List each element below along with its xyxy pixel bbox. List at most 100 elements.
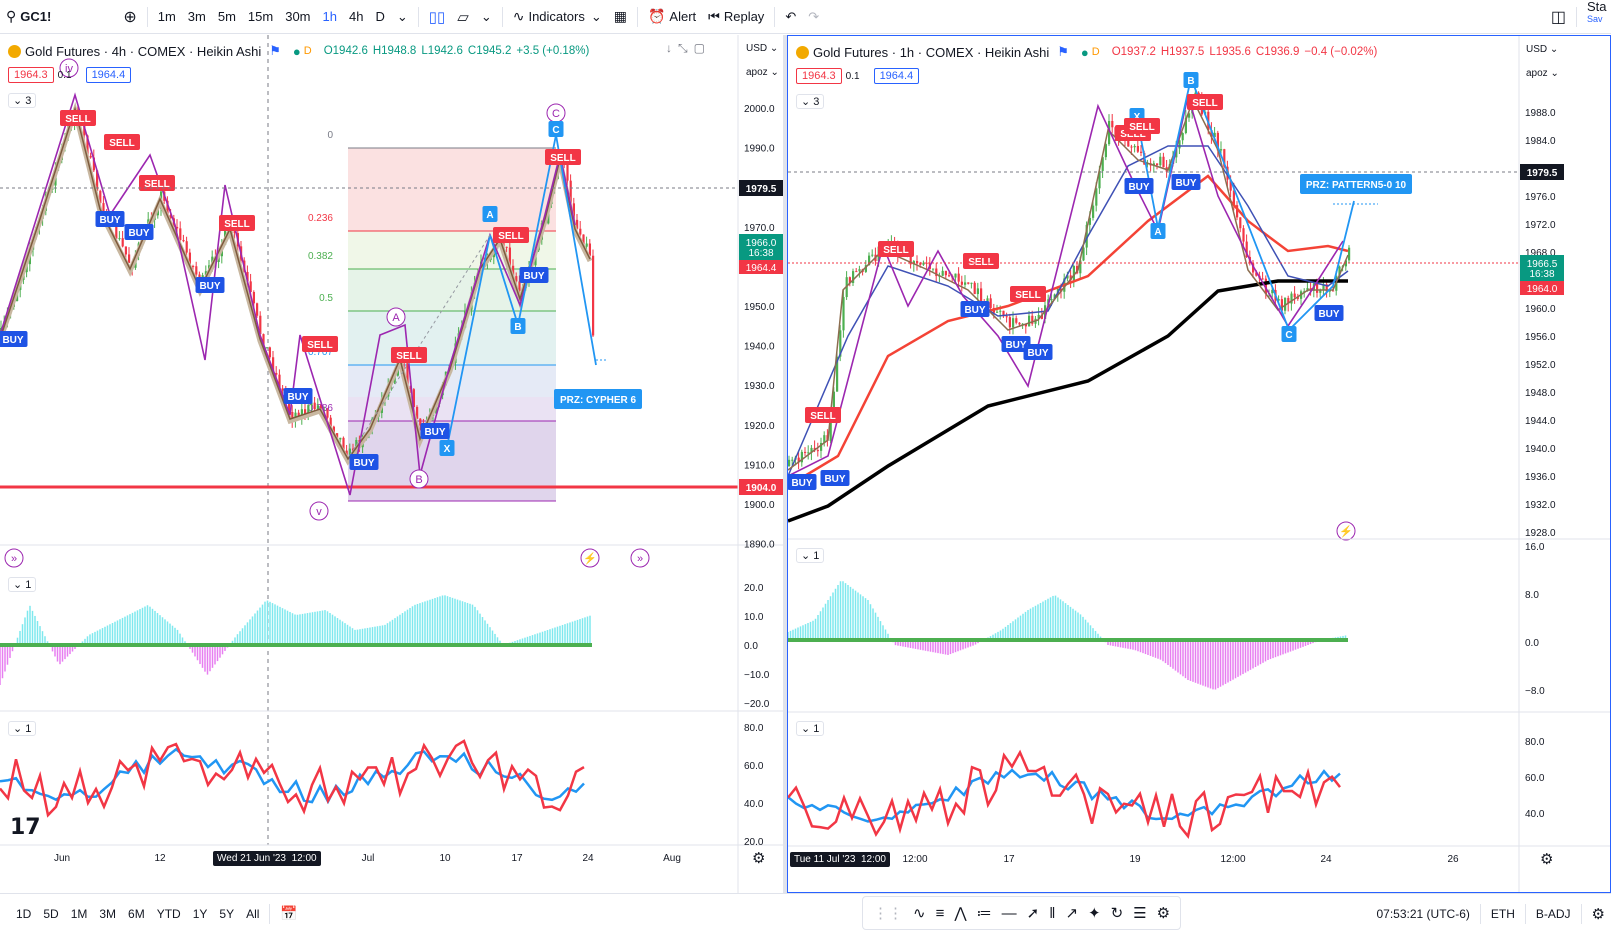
pane-divider[interactable] xyxy=(783,35,787,893)
rsi-tick-label: 20.0 xyxy=(744,837,764,848)
sell-signal-bg xyxy=(139,175,175,191)
rsi-tick-label: 60.0 xyxy=(744,761,764,772)
range-1m[interactable]: 1M xyxy=(70,906,88,921)
indicator-collapse-toggle[interactable]: ⌄ 3 xyxy=(796,94,825,109)
interval-4h[interactable]: 4h xyxy=(348,9,364,24)
sell-signal: SELL xyxy=(65,114,91,125)
candle-type-button[interactable]: ▯▯ xyxy=(423,0,452,34)
bear-candle xyxy=(948,275,951,277)
bull-candle xyxy=(807,452,810,454)
rsi-toggle[interactable]: ⌄ 1 xyxy=(8,721,37,736)
pitchfork-icon[interactable]: ⚙ xyxy=(1156,905,1171,922)
right-scale[interactable]: apoz ⌄ xyxy=(1526,68,1559,79)
buy-signal-bg xyxy=(283,388,313,404)
compare-button[interactable]: ⊕ xyxy=(117,0,142,34)
fullscreen-icon[interactable]: ▢ xyxy=(693,41,705,55)
bear-candle xyxy=(935,268,938,277)
left-chart-canvas[interactable]: 00.2360.3820.50.7070.7861904.0ivABCvABCX… xyxy=(0,35,783,893)
range-1y[interactable]: 1Y xyxy=(192,906,208,921)
ray-icon[interactable]: ↗ xyxy=(1065,905,1079,922)
replay-button[interactable]: ⏮ Replay xyxy=(702,0,770,34)
maximize-icon[interactable]: ⤡ xyxy=(678,41,688,55)
ask-price[interactable]: 1964.4 xyxy=(85,67,132,83)
goto-date-button[interactable]: 📅 xyxy=(274,905,303,922)
fib-retracement-icon[interactable]: ≡ xyxy=(935,904,945,922)
bars-type-button[interactable]: ▱ xyxy=(451,0,475,34)
interval-30m[interactable]: 30m xyxy=(285,9,311,24)
interval-1m[interactable]: 1m xyxy=(157,9,176,24)
bid-tag: 1964.4 xyxy=(746,263,777,274)
trend-line-icon[interactable]: ➚ xyxy=(1026,905,1040,922)
prz-label: PRZ: PATTERN5-0 10 xyxy=(1306,180,1407,191)
symbol-search[interactable]: ⚲ GC1! xyxy=(0,0,57,34)
range-all[interactable]: All xyxy=(246,906,260,921)
buy-signal-bg xyxy=(0,331,28,347)
rsi-toggle[interactable]: ⌄ 1 xyxy=(796,721,825,736)
left-currency[interactable]: USD ⌄ xyxy=(746,43,779,54)
left-scale[interactable]: apoz ⌄ xyxy=(746,67,779,78)
chart-settings-button[interactable]: ⚙ xyxy=(1586,905,1611,923)
range-1d[interactable]: 1D xyxy=(16,906,32,921)
clock-time[interactable]: 07:53:21 (UTC-6) xyxy=(1376,906,1470,921)
interval-3m[interactable]: 3m xyxy=(187,9,206,24)
fib-time-icon[interactable]: ‖ xyxy=(1049,904,1056,922)
right-low: L1935.6 xyxy=(1209,46,1251,58)
interval-d[interactable]: D xyxy=(375,9,385,24)
indicator-collapse-toggle[interactable]: ⌄ 3 xyxy=(8,93,37,108)
bear-candle xyxy=(505,246,508,248)
horizontal-ray-icon[interactable]: — xyxy=(1001,904,1017,922)
parallel-channel-icon[interactable]: ≔ xyxy=(976,905,992,922)
interval-5m[interactable]: 5m xyxy=(217,9,236,24)
interval-15m[interactable]: 15m xyxy=(247,9,274,24)
redo-button[interactable]: ↷ xyxy=(802,0,825,34)
bull-candle xyxy=(800,451,803,463)
bear-candle xyxy=(973,282,976,295)
buy-signal: BUY xyxy=(1027,348,1048,359)
session-toggle[interactable]: ETH xyxy=(1490,906,1515,921)
fib-spiral-icon[interactable]: ↻ xyxy=(1110,905,1124,922)
fib-zone xyxy=(348,421,556,501)
arrow-down-icon[interactable]: ↓ xyxy=(666,41,672,55)
elliott-wave-icon[interactable]: ∿ xyxy=(913,905,926,922)
chart-type-dropdown[interactable]: ⌄ xyxy=(475,0,498,34)
indicators-button[interactable]: ∿ Indicators ⌄ xyxy=(507,0,608,34)
range-5y[interactable]: 5Y xyxy=(219,906,235,921)
bull-candle xyxy=(999,310,1002,312)
right-chart-title: Gold Futures · 1h · COMEX · Heikin Ashi xyxy=(813,44,1050,60)
bear-candle xyxy=(121,238,124,247)
xabcd-pattern-icon[interactable]: ✦ xyxy=(1088,905,1101,922)
range-6m[interactable]: 6M xyxy=(128,906,145,921)
osc-toggle[interactable]: ⌄ 1 xyxy=(796,548,825,563)
ask-price[interactable]: 1964.4 xyxy=(873,68,920,84)
position-icon[interactable]: ☰ xyxy=(1133,905,1147,922)
bear-candle xyxy=(572,203,575,220)
range-3m[interactable]: 3M xyxy=(99,906,117,921)
bull-candle xyxy=(932,268,935,270)
adjustment-toggle[interactable]: B-ADJ xyxy=(1535,906,1571,921)
range-5d[interactable]: 5D xyxy=(43,906,59,921)
bull-candle xyxy=(1092,205,1095,218)
alert-button[interactable]: ⏰ Alert xyxy=(642,0,702,34)
save-area[interactable]: Sta Sav xyxy=(1581,0,1611,34)
undo-button[interactable]: ↶ xyxy=(779,0,802,34)
bid-price[interactable]: 1964.3 xyxy=(8,67,54,83)
osc-tick-label: 0.0 xyxy=(1525,638,1539,649)
osc-toggle[interactable]: ⌄ 1 xyxy=(8,577,37,592)
settings-gear[interactable]: ⚙ xyxy=(752,849,765,867)
bid-price[interactable]: 1964.3 xyxy=(796,68,842,84)
buy-signal-bg xyxy=(1314,305,1344,321)
right-chart-pane[interactable]: X A B C SELL SELL SELL SELL SELL SELL SELL BUY BUY BU… xyxy=(787,35,1611,893)
templates-button[interactable]: ▦ xyxy=(608,0,633,34)
interval-1h[interactable]: 1h xyxy=(322,9,337,24)
left-chart-pane[interactable]: 00.2360.3820.50.7070.7861904.0ivABCvABCX… xyxy=(0,35,783,893)
settings-gear[interactable]: ⚙ xyxy=(1540,850,1553,868)
drag-handle-icon[interactable]: ⋮⋮ xyxy=(873,905,903,922)
abcd-pattern-icon[interactable]: ⋀ xyxy=(954,905,967,922)
interval-dropdown[interactable]: ⌄ xyxy=(391,0,414,34)
bars-icon: ▱ xyxy=(457,8,469,26)
right-currency[interactable]: USD ⌄ xyxy=(1526,44,1559,55)
layout-button[interactable]: ◫ xyxy=(1545,0,1572,34)
price-tick-label: 1890.0 xyxy=(744,540,775,551)
range-ytd[interactable]: YTD xyxy=(156,906,181,921)
